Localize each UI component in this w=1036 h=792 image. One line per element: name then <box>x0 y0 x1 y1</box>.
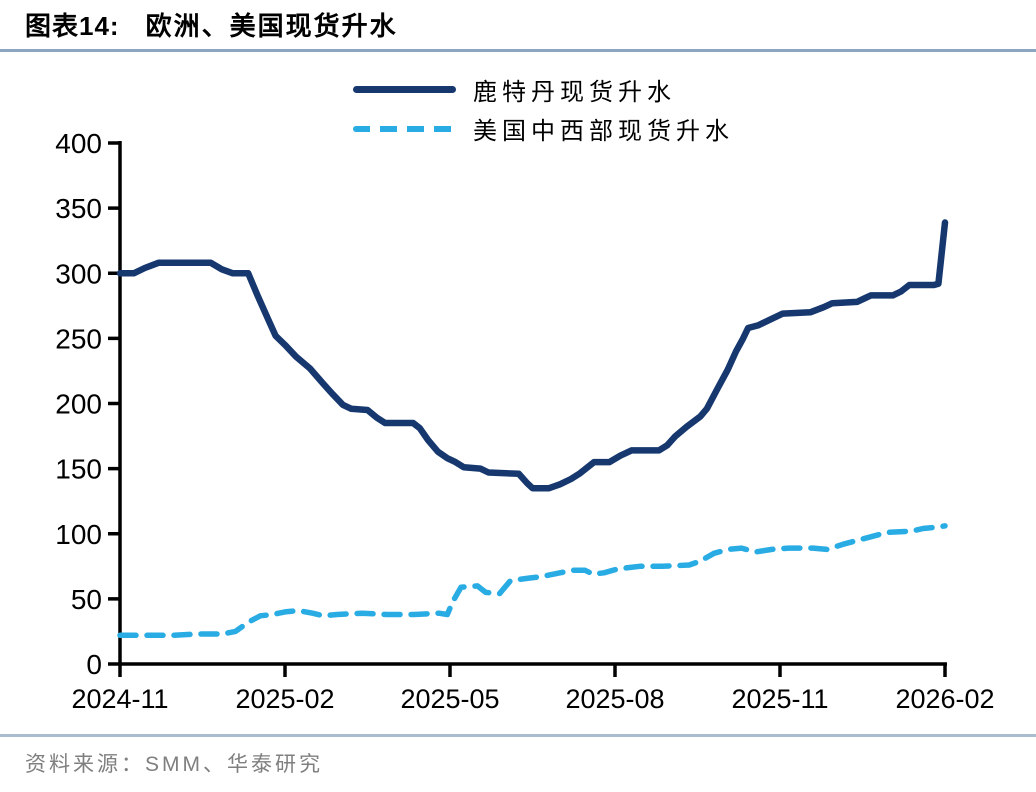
figure-number-label: 图表14: <box>25 11 120 41</box>
y-tick-label: 350 <box>55 193 102 224</box>
y-tick-label: 400 <box>55 128 102 159</box>
figure-title-text: 欧洲、美国现货升水 <box>145 11 398 41</box>
legend-label-us-midwest: 美国中西部现货升水 <box>473 118 734 145</box>
figure-title: 图表14: 欧洲、美国现货升水 <box>25 6 398 43</box>
y-tick-label: 50 <box>71 584 102 615</box>
x-tick-label: 2026-02 <box>895 684 994 714</box>
x-tick-label: 2024-11 <box>71 684 168 714</box>
x-tick-label: 2025-11 <box>731 684 828 714</box>
y-tick-label: 0 <box>86 649 102 680</box>
series-line-us-midwest <box>117 523 948 639</box>
x-tick-label: 2025-02 <box>235 684 334 714</box>
y-tick-label: 250 <box>55 323 102 354</box>
legend-dashed-line-sample <box>353 125 456 132</box>
series-line-rotterdam <box>116 219 949 492</box>
legend-label-rotterdam: 鹿特丹现货升水 <box>473 79 676 106</box>
chart-legend: 鹿特丹现货升水 美国中西部现货升水 <box>353 70 734 148</box>
legend-item-rotterdam: 鹿特丹现货升水 <box>353 70 734 109</box>
y-tick-label: 200 <box>55 389 102 420</box>
y-tick-label: 100 <box>55 519 102 550</box>
x-tick-label: 2025-08 <box>565 684 664 714</box>
y-tick-label: 150 <box>55 454 102 485</box>
title-divider <box>0 49 1036 52</box>
y-tick-label: 300 <box>55 258 102 289</box>
x-tick-label: 2025-05 <box>400 684 499 714</box>
legend-item-us-midwest: 美国中西部现货升水 <box>353 109 734 148</box>
footer-divider <box>0 734 1036 737</box>
legend-solid-line-sample <box>353 86 456 93</box>
source-note: 资料来源：SMM、华泰研究 <box>25 753 323 776</box>
